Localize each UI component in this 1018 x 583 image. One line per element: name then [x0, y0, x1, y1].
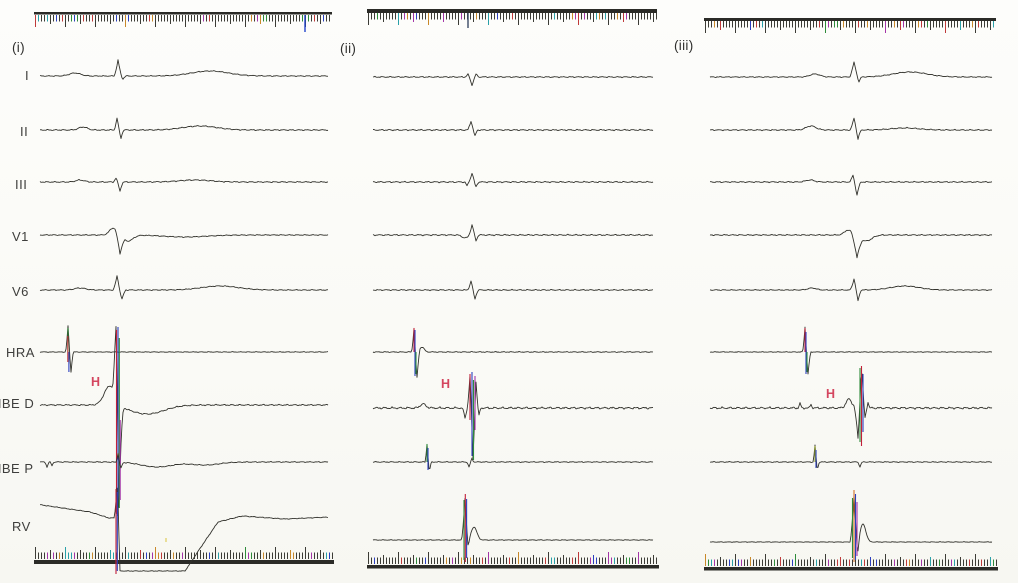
time-ruler-bottom-ii — [367, 552, 659, 569]
trace-i-RV — [40, 487, 329, 572]
lead-label-6: HBE D — [0, 396, 35, 411]
trace-i-V1 — [39, 227, 329, 255]
trace-i-III — [39, 177, 329, 192]
trace-ii-V6 — [372, 280, 654, 300]
trace-ii-HRA — [372, 327, 653, 378]
panel-label-1: (ii) — [340, 41, 357, 56]
trace-iii-HBE D — [709, 373, 993, 439]
lead-label-7: HBE P — [0, 461, 34, 476]
trace-i-HRA — [39, 325, 329, 373]
trace-ii-HBE D — [372, 375, 654, 459]
trace-ii-HBE P — [372, 443, 654, 470]
trace-ii-II — [373, 121, 654, 136]
lead-label-4: V6 — [12, 284, 29, 299]
trace-ii-III — [372, 172, 654, 188]
trace-ii-V1 — [372, 224, 654, 242]
lead-label-3: V1 — [12, 229, 29, 244]
panel-i — [34, 12, 334, 574]
his-mark-1: H — [441, 377, 451, 391]
trace-iii-RV — [709, 495, 993, 552]
trace-iii-HRA — [709, 326, 993, 375]
his-mark-0: H — [91, 375, 101, 389]
time-ruler-top-iii — [704, 18, 996, 33]
trace-iii-V1 — [709, 229, 993, 259]
time-ruler-top-ii — [367, 9, 657, 28]
panel-label-0: (i) — [12, 40, 25, 55]
time-ruler-bottom-i — [34, 547, 334, 564]
trace-ii-I — [372, 73, 654, 87]
trace-iii-III — [710, 174, 993, 196]
lead-label-5: HRA — [6, 345, 35, 360]
his-mark-2: H — [826, 387, 836, 401]
panel-iii — [704, 18, 998, 571]
lead-label-2: III — [15, 177, 28, 192]
trace-i-I — [39, 59, 329, 80]
trace-ii-RV — [372, 497, 654, 546]
trace-i-HBE D — [39, 326, 329, 508]
trace-i-V6 — [39, 275, 329, 300]
lead-label-0: I — [25, 68, 30, 83]
time-ruler-top-i — [34, 12, 332, 32]
trace-iii-HBE P — [709, 444, 992, 468]
panel-ii — [367, 9, 659, 569]
trace-i-HBE P — [39, 453, 329, 469]
lead-label-1: II — [20, 124, 29, 139]
panel-label-2: (iii) — [674, 38, 694, 53]
trace-iii-V6 — [709, 278, 993, 302]
trace-i-II — [39, 117, 329, 139]
trace-iii-II — [709, 117, 993, 140]
trace-iii-I — [709, 61, 993, 83]
time-ruler-bottom-iii — [704, 554, 998, 571]
lead-label-8: RV — [12, 519, 31, 534]
